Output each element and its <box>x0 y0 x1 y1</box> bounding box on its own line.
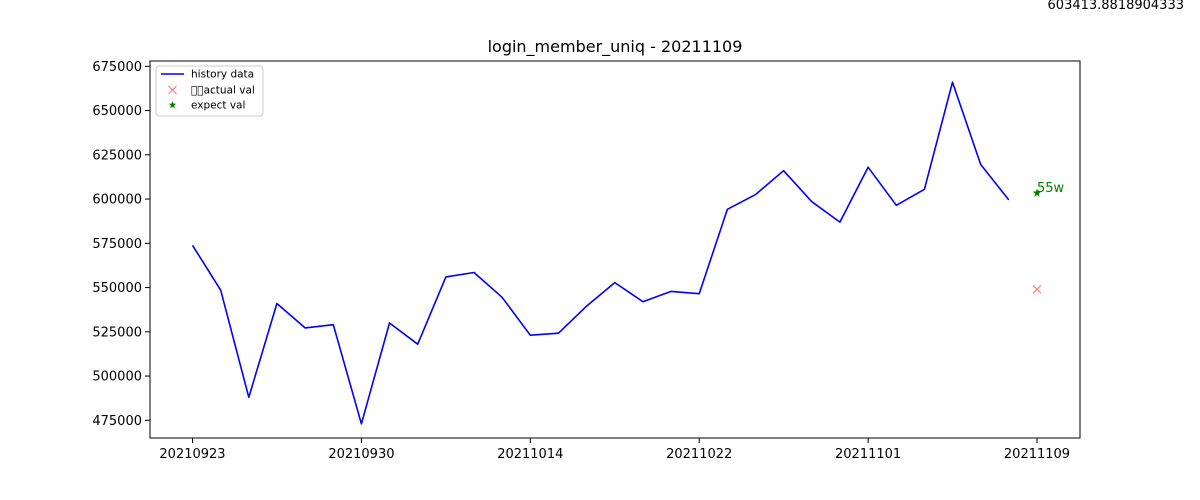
legend-label-actual-val:   actual val <box>191 85 255 97</box>
legend-label-history-data: history data <box>191 69 254 81</box>
y-tick-label: 525000 <box>92 325 142 340</box>
y-tick-label: 675000 <box>92 60 142 75</box>
series-line-history-data <box>191 81 1010 425</box>
y-tick-label: 575000 <box>92 237 142 252</box>
plot-frame <box>149 60 1081 439</box>
legend-swatch-expect-val <box>168 101 177 109</box>
actual-value-marker <box>1032 284 1042 294</box>
legend-label-expect-val: expect val <box>191 100 245 112</box>
legend: history data   actual val expect val <box>155 65 264 117</box>
y-tick-label: 500000 <box>92 370 142 385</box>
axes-group: 475000 500000 525000 550000 575000 600000 6250… <box>92 60 1081 462</box>
chart-title: login_member_uniq - 20211109 <box>488 37 743 57</box>
x-tick-label: 20211101 <box>835 447 901 462</box>
x-tick-label: 20211022 <box>666 447 732 462</box>
legend-box <box>155 65 264 117</box>
y-tick-label: 625000 <box>92 148 142 163</box>
x-tick-label: 20211109 <box>1004 447 1070 462</box>
legend-swatch-actual-val <box>168 85 177 95</box>
expected-value-marker <box>1032 188 1042 197</box>
marker-layer: 55w <box>1032 181 1065 294</box>
expected-value-annotation: 55w <box>1037 181 1065 196</box>
y-tick-label: 550000 <box>92 281 142 296</box>
series-layer <box>191 81 1010 425</box>
y-tick-label: 650000 <box>92 104 142 119</box>
y-tick-label: 475000 <box>92 414 142 429</box>
x-tick-label: 20210930 <box>328 447 394 462</box>
x-tick-label: 20211014 <box>497 447 563 462</box>
x-tick-label: 20210923 <box>159 447 225 462</box>
y-tick-label: 600000 <box>92 193 142 208</box>
corner-value-text: 603413.8818904333 <box>1047 0 1184 13</box>
